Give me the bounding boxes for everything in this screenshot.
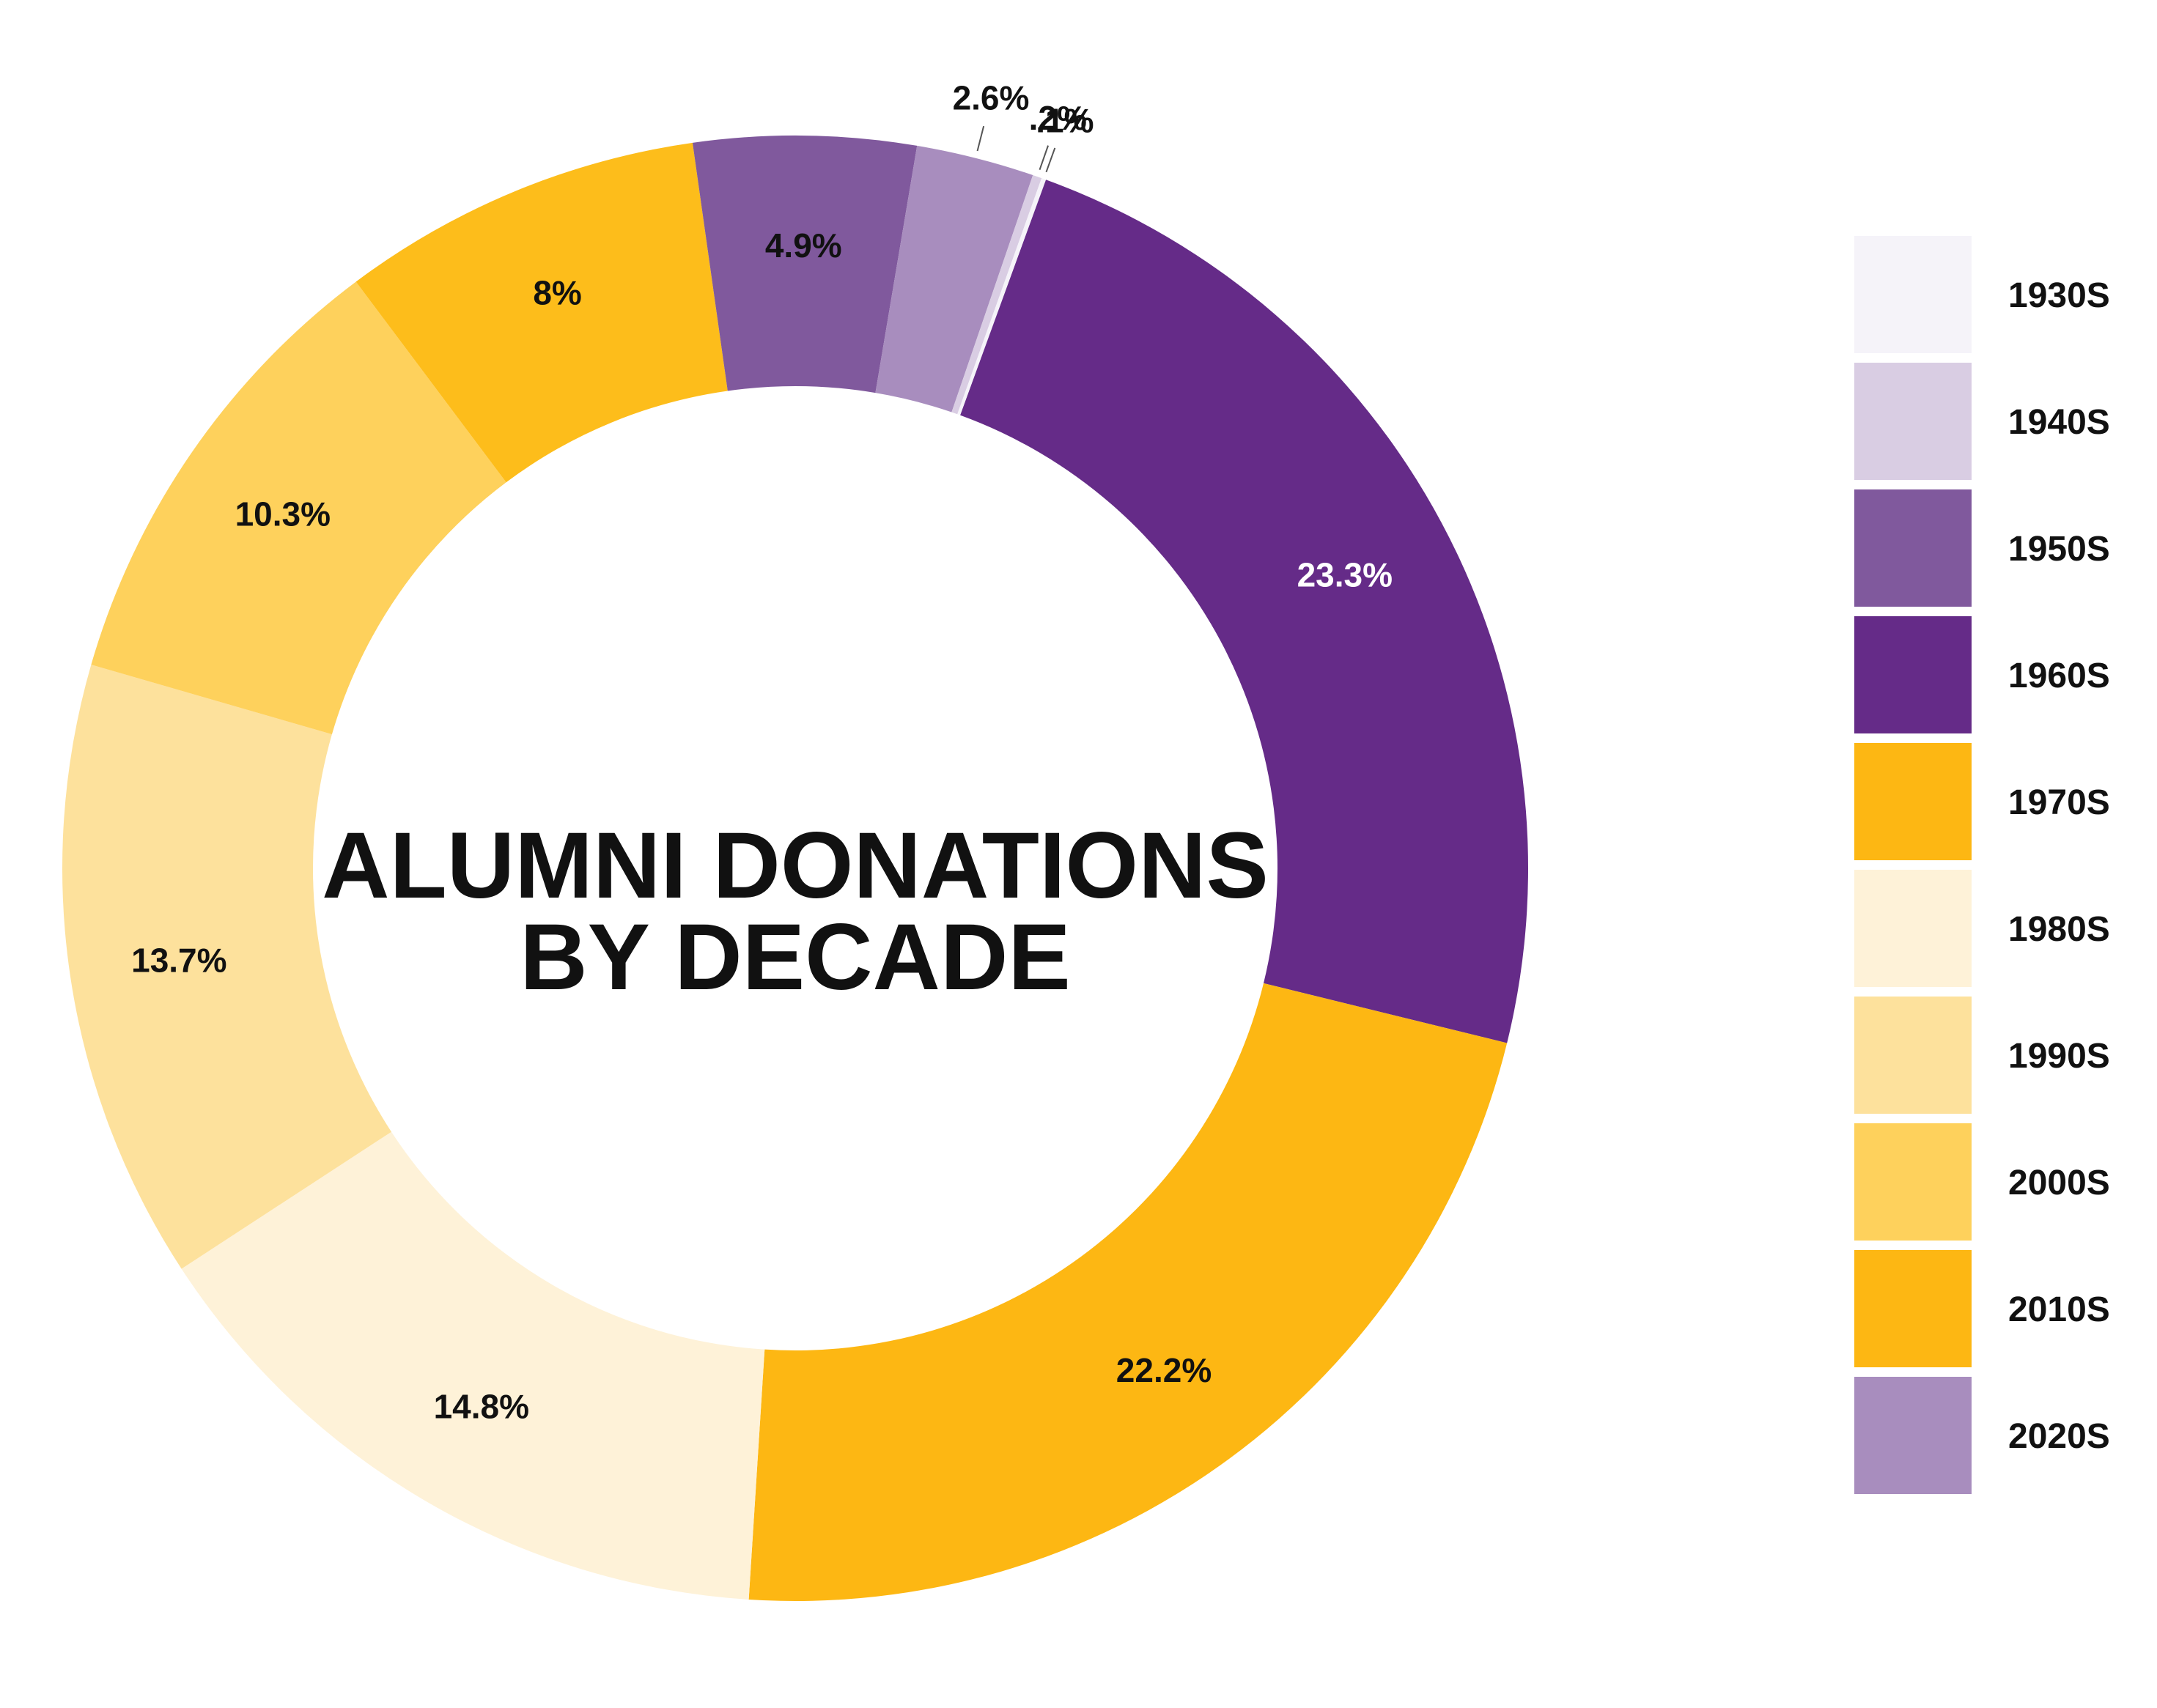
slice-label-1950s: 4.9% <box>765 226 842 265</box>
leader-line-1940s <box>1039 145 1049 170</box>
legend-label-1960s: 1960S <box>2008 657 2110 695</box>
legend-label-2000s: 2000S <box>2008 1164 2110 1202</box>
slice-label-2000s: 10.3% <box>235 495 331 533</box>
legend-swatch-1960s <box>1854 616 1972 733</box>
slice-labels: 23.3% 22.2% 14.8% 13.7% 10.3% 8% 4.9% 2.6%.2%.1… <box>131 78 1393 1425</box>
chart-title: ALUMNI DONATIONS BY DECADE <box>322 813 1269 1010</box>
slice-1960s <box>960 180 1529 1043</box>
legend-label-1930s: 1930S <box>2008 276 2110 315</box>
slice-1980s <box>181 1131 765 1600</box>
slice-label-1990s: 13.7% <box>131 942 226 980</box>
legend-swatch-1930s <box>1854 236 1972 353</box>
legend-swatch-1990s <box>1854 997 1972 1114</box>
slice-label-2010s: 22.2% <box>1116 1351 1212 1389</box>
legend-swatch-1980s <box>1854 870 1972 987</box>
legend-swatch-1970s <box>1854 743 1972 860</box>
legend-label-1980s: 1980S <box>2008 910 2110 949</box>
legend-label-1990s: 1990S <box>2008 1037 2110 1076</box>
slice-label-1930s: .1% <box>1036 101 1094 139</box>
chart-title-line-1: ALUMNI DONATIONS <box>322 813 1269 918</box>
leader-line-2020s <box>976 125 985 152</box>
legend-swatch-2000s <box>1854 1123 1972 1241</box>
legend-swatch-1950s <box>1854 489 1972 607</box>
slice-1940s <box>951 175 1042 415</box>
legend-label-1970s: 1970S <box>2008 783 2110 822</box>
slice-label-1980s: 14.8% <box>434 1387 529 1425</box>
slice-1990s <box>62 665 392 1269</box>
legend-label-1940s: 1940S <box>2008 403 2110 442</box>
legend-swatch-2010s <box>1854 1250 1972 1367</box>
legend-swatch-1940s <box>1854 363 1972 480</box>
legend-swatch-2020s <box>1854 1377 1972 1494</box>
legend-label-2010s: 2010S <box>2008 1290 2110 1329</box>
legend: 1930S 1940S 1950S 1960S 1970S 1980S 1990S 2000S… <box>1854 236 2110 1494</box>
leader-line-1930s <box>1045 147 1056 173</box>
legend-label-1950s: 1950S <box>2008 530 2110 569</box>
slice-label-1960s: 23.3% <box>1297 556 1393 594</box>
slice-label-1940s: .2% <box>1029 99 1087 137</box>
chart-title-line-2: BY DECADE <box>520 905 1071 1010</box>
slice-1930s <box>957 178 1047 415</box>
legend-label-2020s: 2020S <box>2008 1417 2110 1456</box>
slice-1950s <box>692 136 918 393</box>
slice-2020s <box>875 145 1033 413</box>
donut-slices <box>62 136 1529 1601</box>
slice-label-1970s: 8% <box>533 273 581 311</box>
slice-1970s <box>355 142 728 483</box>
slice-2010s <box>748 983 1508 1601</box>
slice-label-2020s: 2.6% <box>953 78 1030 117</box>
slice-2000s <box>91 281 506 735</box>
